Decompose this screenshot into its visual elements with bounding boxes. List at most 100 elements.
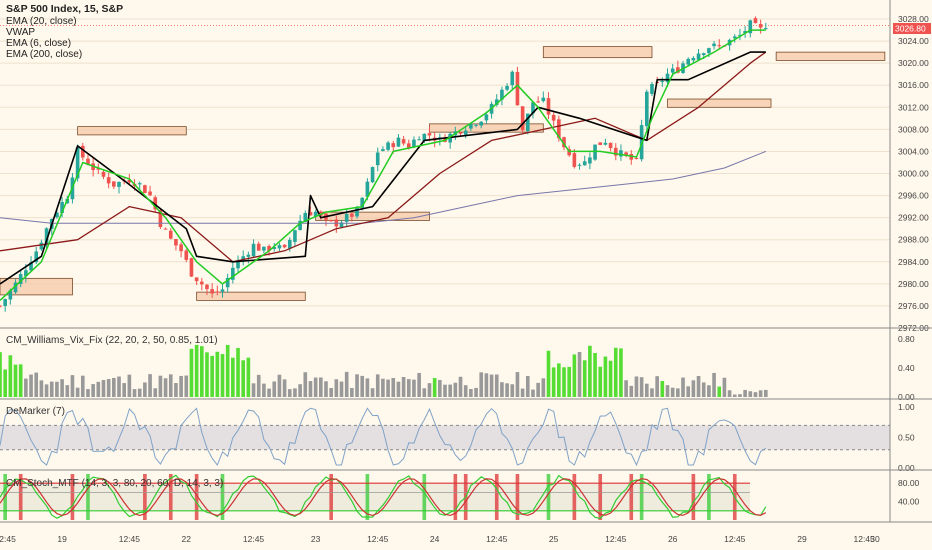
vix-bar	[70, 375, 75, 397]
vix-bar	[313, 377, 318, 397]
time-tick-label: 30	[870, 534, 880, 544]
vix-bar	[329, 387, 333, 397]
candle-body	[148, 191, 152, 196]
candle-body	[588, 157, 592, 164]
vix-bar	[158, 375, 163, 397]
price-tick-label: 3016.00	[898, 80, 929, 90]
candle-body	[691, 57, 696, 61]
candle-body	[469, 123, 473, 129]
stoch-mtf-pane[interactable]: 80.00 40.00	[0, 474, 920, 520]
vix-bar	[520, 388, 525, 397]
vix-bar	[370, 388, 375, 397]
candle-body	[8, 290, 13, 300]
candle-body	[75, 147, 80, 179]
demarker-line	[0, 407, 767, 467]
candle-body	[143, 185, 147, 193]
stoch-signal-green	[220, 474, 225, 520]
time-axis[interactable]: 12:45 19 12:45 22 12:45 23 12:45 24 12:45 25 12:45…	[0, 534, 880, 544]
candle-body	[541, 97, 546, 102]
candle-body	[267, 246, 271, 251]
candle-body	[660, 81, 665, 83]
stoch-signal-red	[515, 474, 520, 520]
moving-average-lines	[0, 29, 767, 301]
price-zone	[667, 98, 772, 108]
vix-bar	[210, 355, 214, 397]
vix-fix-pane[interactable]: 0.80 0.40 0.00	[0, 334, 915, 402]
candle-body	[174, 239, 178, 246]
vix-bar	[344, 371, 349, 397]
vix-bar	[557, 363, 561, 397]
vix-bar	[494, 374, 499, 397]
vix-bar	[541, 378, 546, 397]
candle-body	[256, 243, 261, 251]
vix-bar	[505, 383, 509, 397]
candle-body	[717, 45, 722, 47]
vix-bar	[339, 381, 344, 397]
candle-body	[101, 171, 106, 177]
time-tick-label: 12:45	[724, 534, 746, 544]
price-tick-label: 2992.00	[898, 213, 929, 223]
vix-bar	[655, 376, 659, 397]
vix-bar	[510, 384, 515, 397]
candle-body	[644, 91, 649, 127]
vix-bar	[267, 388, 271, 397]
vix-bar	[194, 344, 199, 397]
vix-bar	[112, 377, 116, 397]
vix-bar	[65, 385, 70, 397]
vix-bar	[39, 380, 44, 397]
vix-bar	[665, 385, 670, 397]
vix-bar	[225, 344, 230, 397]
price-zone	[542, 46, 653, 59]
candle-body	[520, 106, 525, 131]
price-axis[interactable]: 3028.00 3024.00 3020.00 3016.00 3012.00 3008.…	[898, 14, 929, 333]
vix-bar	[681, 377, 685, 397]
candle-body	[707, 48, 711, 54]
vix-bar	[670, 387, 675, 397]
vix-bar	[365, 378, 370, 397]
candle-body	[80, 145, 85, 158]
vix-bar	[660, 381, 665, 397]
vix-bar	[603, 356, 608, 397]
vix-bar	[644, 383, 649, 397]
vix-bar	[712, 372, 716, 397]
vix-bar	[308, 381, 313, 397]
candle-body	[360, 197, 365, 208]
candle-body	[205, 284, 209, 290]
candle-body	[365, 181, 370, 197]
candle-body	[676, 67, 680, 73]
candle-body	[743, 30, 747, 34]
candle-body	[686, 58, 691, 65]
candle-body	[557, 119, 561, 138]
candle-body	[417, 139, 421, 141]
vix-tick-label: 0.40	[898, 363, 915, 373]
ema20-line	[0, 51, 767, 263]
vix-bar	[189, 348, 194, 397]
stoch-signal-green	[707, 474, 711, 520]
vix-bar	[406, 379, 411, 397]
price-tick-label: 2976.00	[898, 301, 929, 311]
candle-body	[282, 244, 287, 248]
vix-bar	[438, 379, 442, 397]
vix-bar	[381, 378, 385, 397]
price-zone	[77, 126, 187, 136]
candle-body	[525, 113, 530, 132]
chart-title: S&P 500 Index, 15, S&P	[6, 3, 123, 15]
candle-body	[582, 161, 587, 166]
demarker-pane[interactable]: 1.00 0.50 0.00	[0, 402, 915, 473]
vix-bar	[3, 369, 7, 397]
vix-bar	[474, 387, 478, 397]
vix-bar	[598, 366, 603, 397]
vix-bar	[143, 382, 147, 397]
vix-bar	[463, 385, 468, 397]
candle-body	[24, 270, 28, 277]
candle-body	[241, 256, 246, 261]
candle-body	[494, 99, 499, 105]
time-tick-label: 12:45	[605, 534, 627, 544]
candle-body	[308, 211, 313, 216]
price-tick-label: 2980.00	[898, 279, 929, 289]
candle-body	[401, 139, 406, 144]
vix-bar	[324, 381, 328, 397]
candle-body	[505, 85, 509, 90]
stoch-signal-green	[546, 474, 551, 520]
